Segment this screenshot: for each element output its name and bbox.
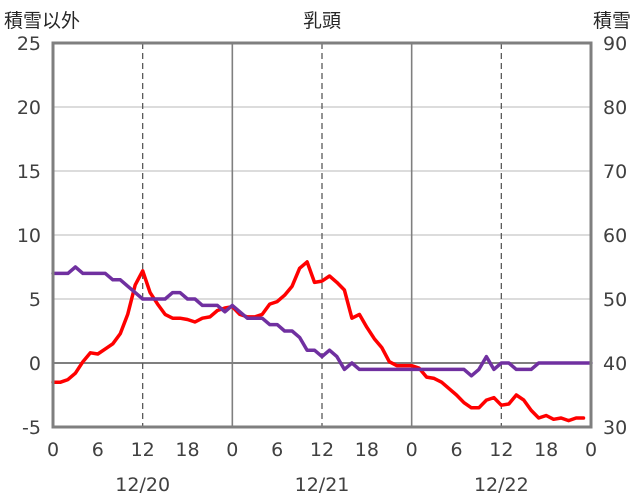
x-tick-label: 12 [310,439,334,461]
x-tick-label: 0 [47,439,59,461]
y-right-tick-label: 50 [603,289,627,311]
y-left-tick-label: 5 [29,289,41,311]
y-right-tick-label: 80 [603,97,627,119]
x-tick-label: 18 [355,439,379,461]
x-tick-label: 12 [489,439,513,461]
x-tick-label: 18 [534,439,558,461]
x-tick-label: 6 [271,439,283,461]
date-label: 12/22 [474,474,529,496]
chart-title: 乳頭 [303,10,341,32]
x-tick-label: 6 [92,439,104,461]
y-left-tick-label: 25 [17,33,41,55]
series-layer [51,260,593,423]
y-right-tick-label: 30 [603,417,627,439]
y-left-tick-label: -5 [22,417,41,439]
right-axis-title: 積雪 [593,10,631,32]
date-label: 12/20 [115,474,170,496]
x-tick-label: 18 [175,439,199,461]
date-label: 12/21 [295,474,350,496]
series-line-right-axis [51,265,593,378]
x-tick-label: 0 [406,439,418,461]
series-line-left-axis [51,260,586,423]
y-left-tick-label: 15 [17,161,41,183]
y-right-tick-label: 90 [603,33,627,55]
left-axis-title: 積雪以外 [4,10,80,32]
y-left-tick-label: 10 [17,225,41,247]
y-left-tick-label: 20 [17,97,41,119]
x-tick-label: 12 [131,439,155,461]
y-right-tick-label: 40 [603,353,627,375]
x-tick-label: 0 [585,439,597,461]
x-tick-label: 0 [226,439,238,461]
y-right-tick-label: 70 [603,161,627,183]
y-left-tick-label: 0 [29,353,41,375]
plot-frame [51,41,593,429]
y-right-tick-label: 60 [603,225,627,247]
x-tick-label: 6 [450,439,462,461]
plot-border [51,41,593,429]
